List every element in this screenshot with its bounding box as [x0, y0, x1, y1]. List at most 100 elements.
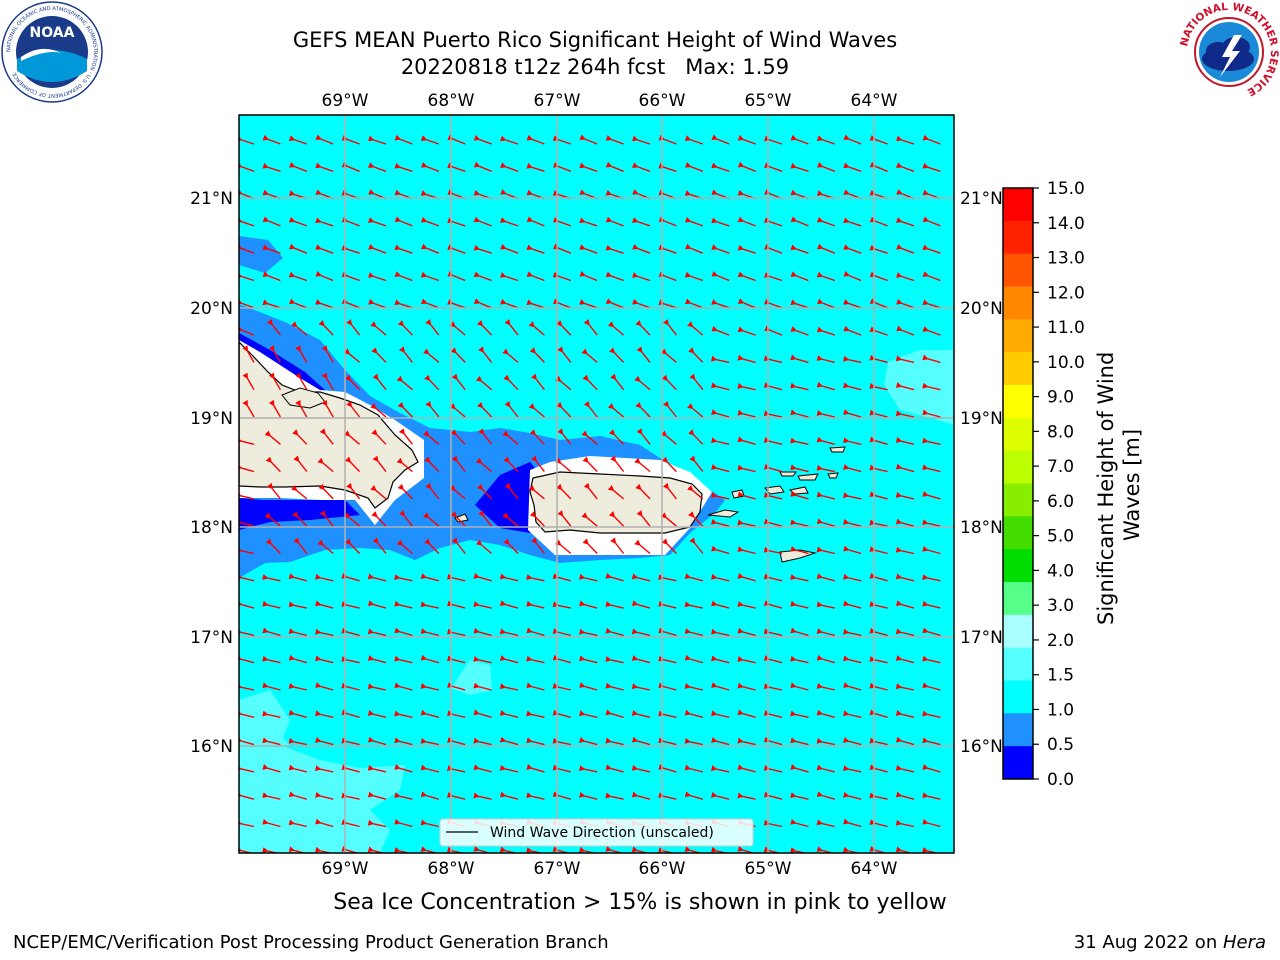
wave-direction-arrow — [499, 736, 519, 746]
wave-direction-arrow — [869, 546, 888, 555]
wave-direction-arrow — [526, 710, 545, 718]
wave-direction-arrow — [684, 243, 704, 254]
wave-direction-arrow — [526, 216, 545, 227]
wave-direction-arrow — [346, 319, 361, 336]
wave-direction-arrow — [737, 491, 756, 500]
wave-direction-arrow — [763, 491, 783, 500]
wave-direction-arrow — [684, 791, 703, 800]
wave-direction-arrow — [315, 244, 334, 254]
wave-direction-arrow — [631, 135, 651, 145]
wave-direction-arrow — [394, 299, 413, 309]
wave-direction-arrow — [711, 217, 730, 227]
wave-direction-arrow — [635, 483, 651, 500]
wave-direction-arrow — [552, 654, 571, 664]
wave-direction-arrow — [608, 347, 625, 363]
wave-direction-arrow — [367, 573, 387, 582]
wave-direction-arrow — [242, 399, 255, 418]
wave-direction-arrow — [689, 373, 704, 391]
wave-direction-arrow — [557, 510, 572, 527]
wave-direction-arrow — [687, 403, 704, 418]
wave-direction-arrow — [684, 573, 703, 582]
wave-direction-arrow — [397, 483, 413, 500]
colorbar-segment — [1003, 352, 1033, 386]
wave-direction-arrow — [922, 574, 941, 582]
wave-direction-arrow — [634, 539, 651, 555]
wave-direction-arrow — [869, 819, 888, 828]
wave-direction-arrow — [631, 655, 651, 664]
wave-direction-arrow — [394, 627, 413, 637]
wave-direction-arrow — [367, 791, 387, 800]
lat-label: 20°N — [960, 299, 1003, 319]
wave-direction-arrow — [341, 737, 360, 746]
wind-wave-arrows — [239, 134, 941, 853]
wave-direction-arrow — [420, 243, 440, 254]
wave-direction-arrow — [895, 628, 915, 637]
wave-direction-arrow — [763, 736, 783, 746]
wave-direction-arrow — [869, 464, 888, 473]
wave-direction-arrow — [552, 243, 572, 254]
lon-label: 65°W — [745, 91, 792, 111]
wave-direction-arrow — [341, 216, 360, 227]
wave-direction-arrow — [370, 403, 387, 418]
nws-logo: NATIONAL WEATHER SERVICE — [1178, 1, 1280, 101]
wave-direction-arrow — [473, 737, 492, 746]
wave-direction-arrow — [711, 464, 730, 473]
wave-direction-arrow — [346, 400, 361, 418]
wave-direction-arrow — [420, 737, 439, 746]
wave-direction-arrow — [605, 845, 624, 853]
wave-direction-arrow — [922, 600, 941, 609]
wave-direction-arrow — [711, 545, 730, 555]
wave-direction-arrow — [922, 437, 941, 445]
wave-direction-arrow — [473, 161, 492, 172]
wave-direction-arrow — [578, 765, 598, 773]
wave-direction-arrow — [266, 319, 281, 336]
wave-direction-arrow — [397, 401, 413, 418]
wave-direction-arrow — [341, 792, 360, 800]
wave-direction-arrow — [710, 628, 730, 637]
map-plot: Wind Wave Direction (unscaled) — [239, 115, 954, 853]
wave-direction-arrow — [658, 299, 677, 309]
wave-direction-arrow — [605, 216, 624, 227]
wave-direction-arrow — [895, 272, 915, 282]
wave-direction-arrow — [288, 573, 307, 582]
wave-direction-arrow — [420, 846, 439, 853]
wave-direction-arrow — [843, 518, 862, 527]
wave-direction-arrow — [636, 346, 651, 363]
wave-direction-arrow — [424, 456, 440, 473]
wave-direction-arrow — [239, 518, 255, 527]
wave-direction-arrow — [583, 319, 598, 336]
wave-direction-arrow — [658, 244, 677, 254]
wave-direction-arrow — [372, 537, 387, 554]
wave-direction-arrow — [658, 574, 677, 582]
wave-direction-arrow — [816, 764, 835, 773]
wave-direction-arrow — [922, 216, 941, 227]
wave-direction-arrow — [579, 217, 598, 227]
wave-direction-arrow — [552, 764, 571, 773]
wave-direction-arrow — [314, 628, 334, 637]
wave-direction-arrow — [896, 325, 915, 336]
wave-direction-arrow — [473, 572, 492, 582]
lat-label: 18°N — [960, 518, 1003, 538]
wave-direction-arrow — [790, 818, 809, 828]
wave-direction-arrow — [319, 510, 334, 527]
wave-direction-arrow — [396, 457, 413, 473]
wave-direction-arrow — [869, 682, 888, 691]
wave-direction-arrow — [262, 574, 281, 582]
wave-direction-arrow — [242, 345, 255, 363]
wave-direction-arrow — [292, 511, 308, 527]
wave-direction-arrow — [869, 737, 888, 746]
wave-direction-arrow — [530, 455, 545, 473]
colorbar-tick-label: 7.0 — [1047, 457, 1074, 477]
wave-direction-arrow — [711, 244, 730, 254]
wave-direction-arrow — [425, 319, 440, 336]
wave-direction-arrow — [239, 736, 255, 746]
wave-direction-arrow — [737, 656, 756, 664]
wave-direction-arrow — [605, 764, 624, 773]
wave-direction-arrow — [239, 546, 255, 555]
wave-direction-arrow — [922, 244, 941, 254]
wave-direction-arrow — [842, 765, 862, 773]
wave-direction-arrow — [737, 709, 756, 718]
wave-direction-arrow — [288, 819, 307, 828]
wave-direction-arrow — [341, 709, 360, 718]
wave-direction-arrow — [420, 216, 440, 227]
